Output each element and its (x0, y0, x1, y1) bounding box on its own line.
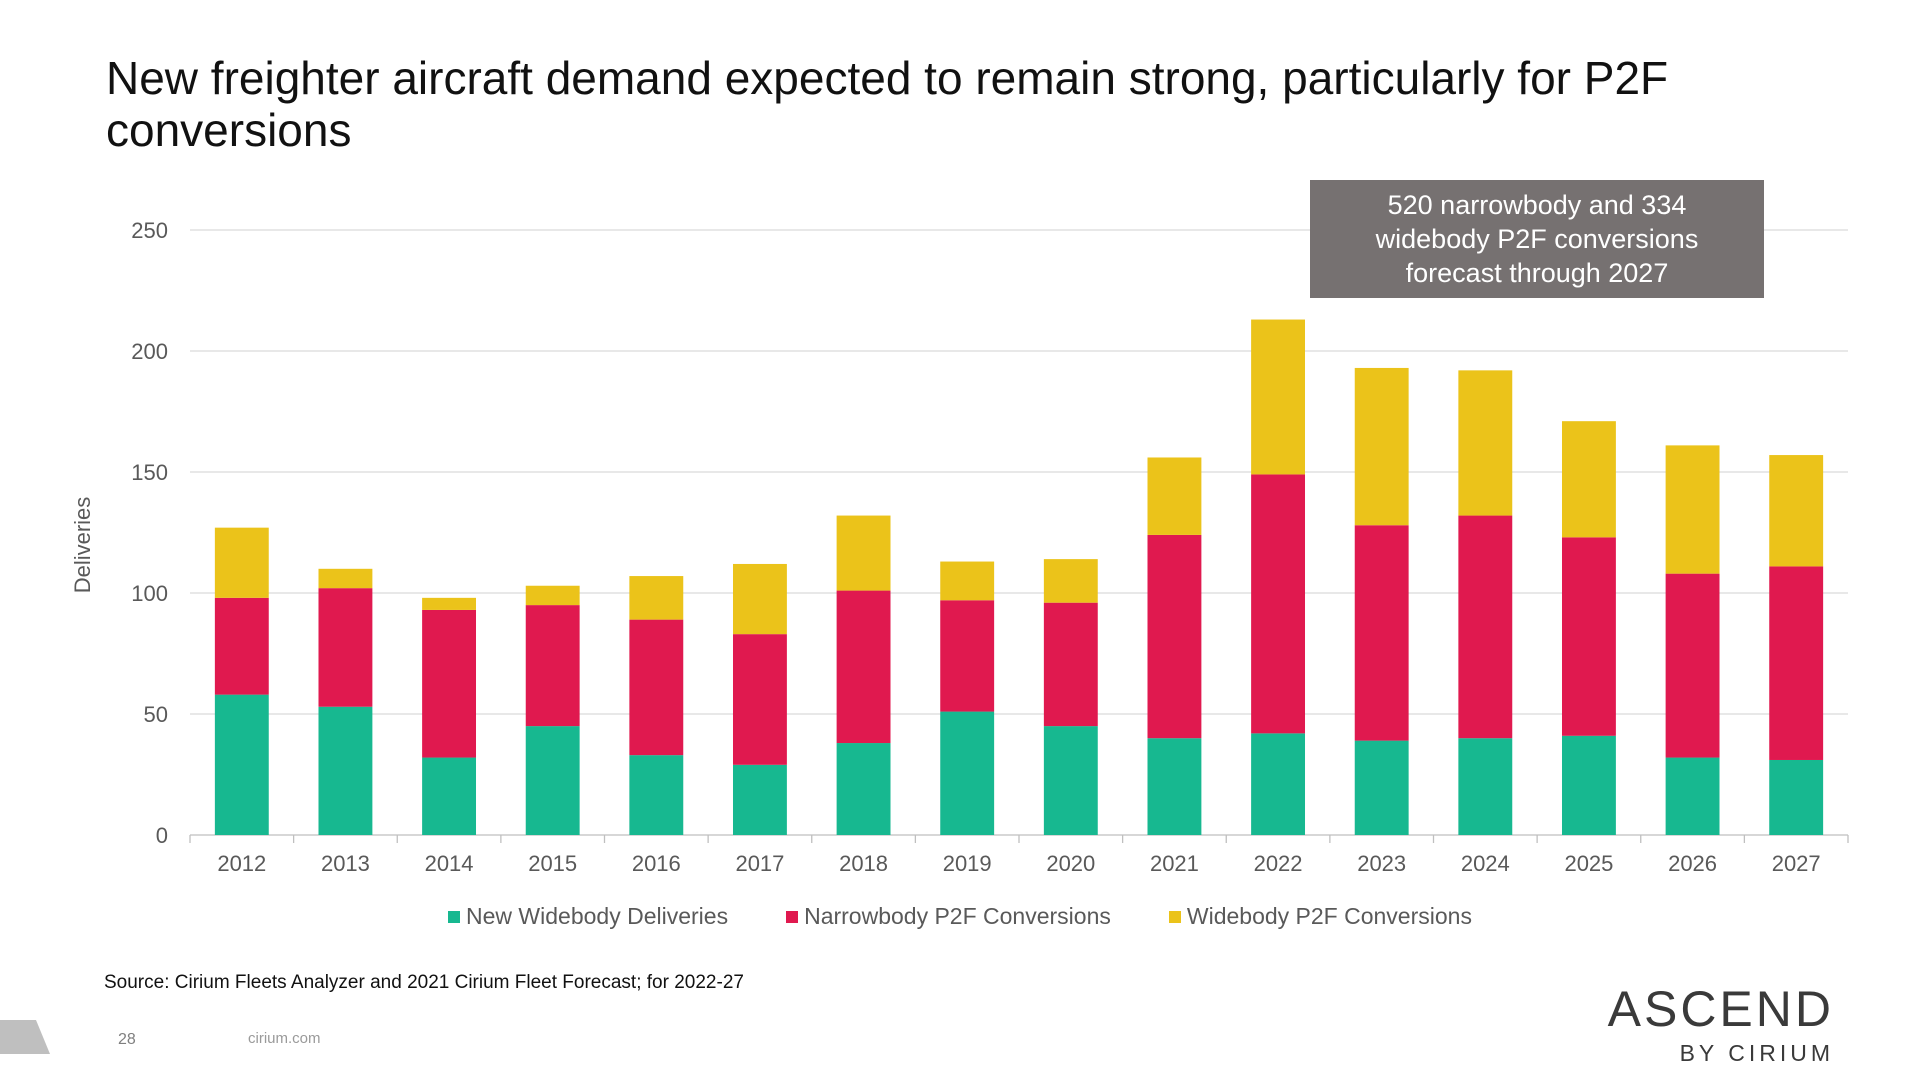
bar-segment (940, 600, 995, 712)
bar-segment (1251, 733, 1306, 835)
bar-segment (1354, 525, 1409, 741)
bar-segment (1561, 735, 1616, 835)
legend-swatch-narrowbody-p2f (786, 910, 799, 923)
bar-segment (525, 605, 580, 727)
bar-segment (1665, 573, 1720, 758)
bar-segment (1147, 457, 1202, 535)
x-tick-label: 2021 (1150, 851, 1199, 876)
bar-segment (1458, 738, 1513, 835)
page-title: New freighter aircraft demand expected t… (106, 52, 1669, 156)
x-tick-label: 2017 (735, 851, 784, 876)
x-tick-label: 2023 (1357, 851, 1406, 876)
bar-segment (525, 726, 580, 835)
legend-item-narrowbody-p2f: Narrowbody P2F Conversions (786, 903, 1111, 930)
bar-segment (422, 757, 477, 835)
bar-segment (732, 764, 787, 835)
x-tick-label: 2027 (1772, 851, 1821, 876)
legend-item-new-widebody: New Widebody Deliveries (448, 903, 728, 930)
bar-segment (940, 711, 995, 835)
logo-ascend: ASCEND (1607, 981, 1834, 1037)
bar-segment (1769, 455, 1824, 567)
bar-segment (422, 609, 477, 758)
legend-item-widebody-p2f: Widebody P2F Conversions (1168, 903, 1472, 930)
bar-segment (318, 588, 373, 707)
bar-segment (1665, 757, 1720, 835)
page-number: 28 (118, 1031, 136, 1048)
bar-segment (318, 706, 373, 835)
bar-segment (732, 563, 787, 635)
bar-segment (525, 585, 580, 606)
bar-segment (629, 755, 684, 835)
bar-segment (629, 576, 684, 620)
legend-swatch-new-widebody (448, 910, 461, 923)
bar-segment (1561, 421, 1616, 538)
bar-segment (1665, 445, 1720, 574)
bar-segment (1251, 319, 1306, 475)
bar-segment (1251, 474, 1306, 734)
x-tick-label: 2018 (839, 851, 888, 876)
bar-segment (836, 743, 891, 835)
bar-segment (836, 515, 891, 591)
callout-box: 520 narrowbody and 334 widebody P2F conv… (1310, 180, 1764, 298)
bars (214, 319, 1824, 835)
legend-label-widebody-p2f: Widebody P2F Conversions (1186, 903, 1472, 929)
bar-segment (1354, 367, 1409, 526)
bar-segment (836, 590, 891, 744)
bar-segment (1458, 515, 1513, 739)
bar-segment (1147, 738, 1202, 835)
x-tick-label: 2014 (425, 851, 474, 876)
bar-segment (318, 568, 373, 589)
bar-segment (1769, 566, 1824, 760)
bar-segment (1769, 759, 1824, 835)
y-tick-label: 250 (131, 218, 168, 243)
bar-segment (1354, 740, 1409, 835)
bar-segment (214, 694, 269, 835)
x-tick-label: 2015 (528, 851, 577, 876)
y-tick-label: 150 (131, 460, 168, 485)
bar-segment (629, 619, 684, 756)
legend-label-narrowbody-p2f: Narrowbody P2F Conversions (804, 903, 1111, 929)
bar-segment (1043, 602, 1098, 727)
x-tick-labels: 2012 2013 2014 2015 2016 2017 2018 2019 2020 2021… (217, 851, 1820, 876)
bar-segment (1043, 559, 1098, 603)
bar-segment (940, 561, 995, 601)
bar-segment (1458, 370, 1513, 516)
x-tick-label: 2024 (1461, 851, 1510, 876)
x-tick-label: 2025 (1564, 851, 1613, 876)
x-tick-label: 2019 (943, 851, 992, 876)
y-tick-label: 200 (131, 339, 168, 364)
logo-by-cirium: BY CIRIUM (1679, 1040, 1834, 1066)
x-tick-label: 2016 (632, 851, 681, 876)
y-tick-labels: 0 50 100 150 200 250 (131, 218, 168, 848)
x-tick-label: 2013 (321, 851, 370, 876)
x-tick-label: 2026 (1668, 851, 1717, 876)
bar-segment (1043, 726, 1098, 835)
y-tick-label: 100 (131, 581, 168, 606)
site-url: cirium.com (248, 1030, 321, 1047)
chart-legend: New Widebody Deliveries Narrowbody P2F C… (0, 903, 1920, 930)
x-tick-label: 2020 (1046, 851, 1095, 876)
y-tick-label: 0 (156, 823, 168, 848)
bar-segment (732, 634, 787, 765)
bar-segment (214, 527, 269, 598)
x-tick-label: 2022 (1254, 851, 1303, 876)
legend-label-new-widebody: New Widebody Deliveries (466, 903, 729, 929)
bar-segment (1147, 534, 1202, 739)
bar-segment (422, 597, 477, 610)
bar-segment (1561, 537, 1616, 736)
source-note: Source: Cirium Fleets Analyzer and 2021 … (104, 972, 744, 993)
legend-swatch-widebody-p2f (1168, 910, 1181, 923)
x-tick-label: 2012 (217, 851, 266, 876)
y-tick-label: 50 (144, 702, 168, 727)
bar-segment (214, 597, 269, 695)
y-axis-label: Deliveries (70, 497, 95, 594)
